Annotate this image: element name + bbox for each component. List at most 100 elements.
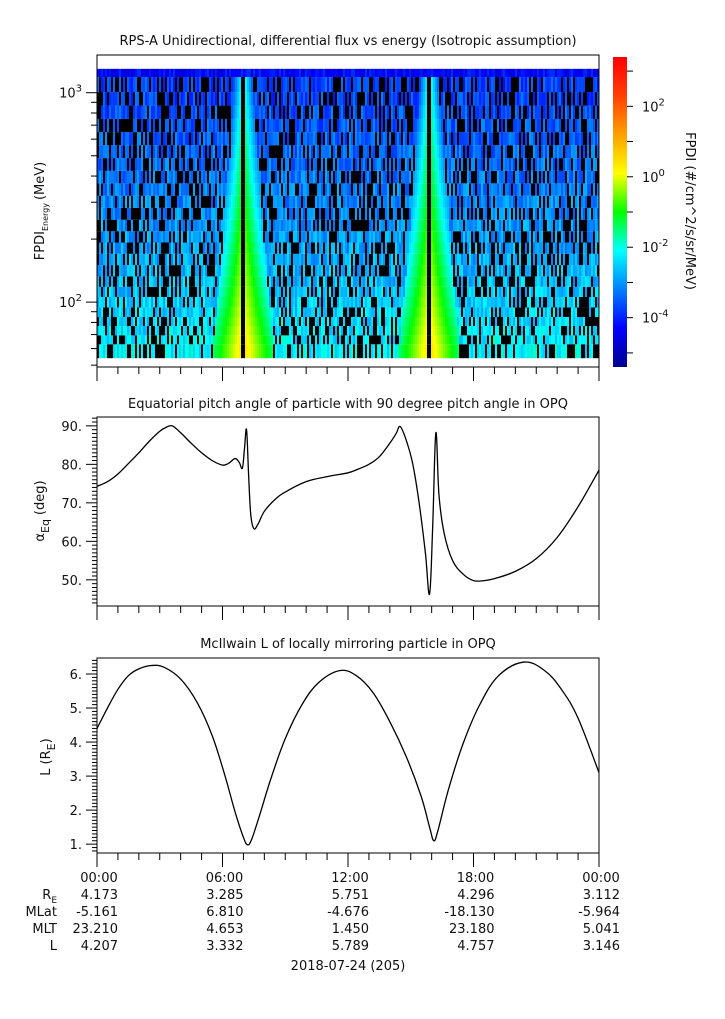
spectrogram-cell	[317, 242, 320, 254]
spectrogram-cell	[459, 276, 462, 287]
spectrogram-cell	[349, 170, 352, 184]
spectrogram-cell	[285, 170, 288, 184]
spectrogram-cell	[121, 265, 124, 277]
spectrogram-cell	[301, 265, 304, 277]
spectrogram-cell	[575, 219, 578, 232]
spectrogram-cell	[487, 158, 490, 171]
spectrogram-cell	[157, 253, 160, 266]
spectrogram-cell	[293, 253, 296, 266]
spectrogram-cell	[313, 307, 316, 317]
spectrogram-cell	[539, 307, 542, 317]
spectrogram-cell	[269, 207, 272, 220]
spectrogram-cell	[483, 170, 486, 184]
spectrogram-cell	[307, 170, 310, 184]
spectrogram-cell	[457, 132, 460, 146]
spectrogram-cell	[127, 195, 130, 208]
spectrogram-cell	[403, 145, 406, 159]
spectrogram-cell	[345, 183, 348, 196]
spectrogram-cell	[537, 317, 540, 327]
spectrogram-cell	[547, 317, 550, 327]
spectrogram-cell	[97, 242, 100, 254]
spectrogram-cell	[365, 145, 368, 159]
spectrogram-cell	[419, 132, 422, 146]
spectrogram-cell	[223, 253, 226, 266]
spectrogram-cell	[205, 183, 208, 196]
spectrogram-cell	[197, 296, 200, 308]
spectrogram-cell	[237, 183, 240, 196]
spectrogram-cell	[217, 317, 220, 327]
spectrogram-cell	[141, 158, 144, 171]
spectrogram-cell	[313, 265, 316, 277]
spectrogram-cell	[471, 335, 474, 345]
spectrogram-cell	[285, 307, 288, 317]
spectrogram-cell	[431, 253, 434, 266]
spectrogram-cell	[131, 132, 134, 146]
spectrogram-cell	[129, 335, 132, 345]
spectrogram-cell	[469, 158, 472, 171]
spectrogram-cell	[409, 158, 412, 171]
spectrogram-cell	[123, 276, 126, 287]
spectrogram-cell	[371, 183, 374, 196]
spectrogram-cell	[231, 132, 234, 146]
spectrogram-cell	[159, 286, 162, 297]
spectrogram-cell	[113, 296, 116, 308]
spectrogram-cell	[231, 296, 234, 308]
spectrogram-cell	[409, 344, 412, 359]
spectrogram-cell	[493, 286, 496, 297]
spectrogram-cell	[123, 335, 126, 345]
spectrogram-cell	[257, 242, 260, 254]
spectrogram-cell	[567, 145, 570, 159]
spectrogram-cell	[447, 276, 450, 287]
spectrogram-cell	[309, 132, 312, 146]
spectrogram-cell	[317, 183, 320, 196]
spectrogram-cell	[221, 344, 224, 359]
spectrogram-cell	[447, 296, 450, 308]
spectrogram-cell	[153, 307, 156, 317]
spectrogram-cell	[589, 158, 592, 171]
spectrogram-cell	[173, 195, 176, 208]
spectrogram-cell	[569, 296, 572, 308]
spectrogram-cell	[229, 253, 232, 266]
spectrogram-cell	[231, 307, 234, 317]
spectrogram-cell	[411, 170, 414, 184]
spectrogram-cell	[249, 276, 252, 287]
spectrogram-cell	[167, 296, 170, 308]
spectrogram-cell	[233, 207, 236, 220]
spectrogram-cell	[147, 326, 150, 336]
spectrogram-cell	[287, 253, 290, 266]
spectrogram-cell	[391, 242, 394, 254]
spectrogram-cell	[199, 326, 202, 336]
spectrogram-cell	[503, 132, 506, 146]
spectrogram-cell	[401, 344, 404, 359]
spectrogram-cell	[119, 307, 122, 317]
spectrogram-cell	[463, 145, 466, 159]
spectrogram-cell	[551, 253, 554, 266]
spectrogram-cell	[221, 335, 224, 345]
spectrogram-cell	[519, 158, 522, 171]
spectrogram-cell	[447, 219, 450, 232]
spectrogram-cell	[523, 307, 526, 317]
spectrogram-cell	[235, 242, 238, 254]
spectrogram-cell	[349, 344, 352, 359]
spectrogram-cell	[155, 296, 158, 308]
spectrogram-cell	[177, 296, 180, 308]
spectrogram-cell	[107, 231, 110, 243]
spectrogram-cell	[151, 335, 154, 345]
spectrogram-cell	[127, 286, 130, 297]
spectrogram-cell	[493, 344, 496, 359]
spectrogram-cell	[437, 132, 440, 146]
spectrogram-cell	[519, 296, 522, 308]
spectrogram-cell	[169, 170, 172, 184]
spectrogram-cell	[431, 276, 434, 287]
spectrogram-cell	[345, 276, 348, 287]
spectrogram-cell	[403, 296, 406, 308]
spectrogram-cell	[509, 276, 512, 287]
spectrogram-cell	[347, 132, 350, 146]
spectrogram-cell	[157, 335, 160, 345]
spectrogram-cell	[315, 296, 318, 308]
spectrogram-cell	[497, 326, 500, 336]
spectrogram-cell	[305, 132, 308, 146]
spectrogram-cell	[367, 158, 370, 171]
spectrogram-cell	[305, 242, 308, 254]
spectrogram-cell	[575, 195, 578, 208]
